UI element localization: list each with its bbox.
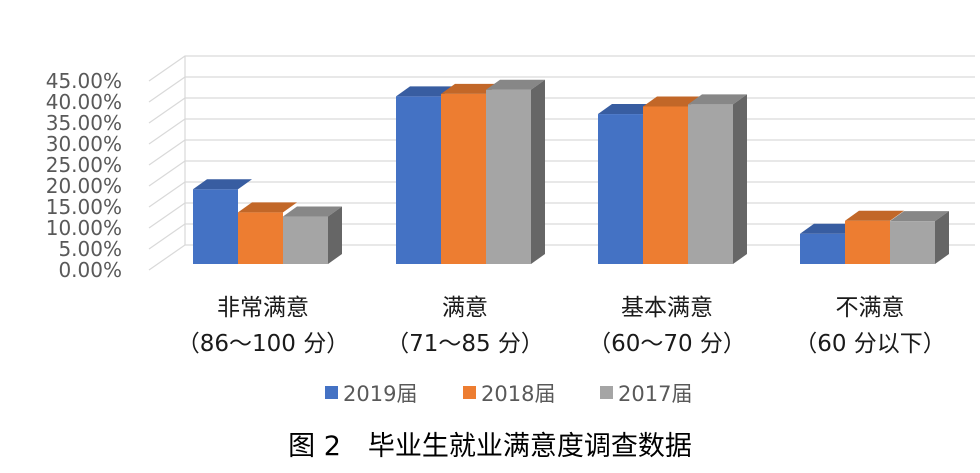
bar-top [643, 96, 702, 107]
bar-top [890, 211, 949, 222]
bar [193, 179, 252, 264]
y-tick-label: 45.00% [46, 69, 122, 93]
legend-swatch [600, 386, 613, 399]
bar-side [531, 79, 545, 264]
bar [598, 104, 657, 264]
bar-top [441, 83, 500, 94]
bar-front [193, 189, 238, 264]
x-axis-categories: 非常满意 （86～100 分） 满意 （71～85 分） 基本满意 （60～70 分） 不满… [177, 295, 946, 357]
y-tick-label: 25.00% [46, 153, 122, 177]
bar-front [845, 220, 890, 264]
bar [890, 211, 949, 264]
bar-top [283, 206, 342, 217]
x-category-label: （60 分以下） [794, 331, 946, 357]
y-tick-label: 30.00% [46, 132, 122, 156]
y-tick-label: 35.00% [46, 111, 122, 135]
bar [688, 94, 747, 265]
legend: 2019届 2018届 2017届 [325, 382, 692, 406]
bar-front [441, 93, 486, 265]
bar-front [283, 216, 328, 264]
bar [441, 83, 500, 265]
bar-front [598, 114, 643, 264]
y-axis-ticks: 0.00%5.00%10.00%15.00%20.00%25.00%30.00%… [46, 69, 122, 282]
legend-label: 2017届 [618, 382, 692, 406]
legend-label: 2018届 [481, 382, 555, 406]
figure-caption: 图 2 毕业生就业满意度调查数据 [288, 431, 692, 462]
bars [193, 79, 949, 265]
bar-front [643, 106, 688, 264]
bar-front [238, 212, 283, 264]
x-category-label: 基本满意 [621, 295, 713, 321]
bar [643, 96, 702, 264]
y-tick-label: 10.00% [46, 216, 122, 240]
bar-side [328, 206, 342, 264]
y-tick-label: 40.00% [46, 90, 122, 114]
x-category-label: （60～70 分） [588, 331, 746, 357]
y-tick-label: 15.00% [46, 195, 122, 219]
bar [800, 223, 859, 264]
bar-front [890, 221, 935, 264]
x-category-label: 满意 [442, 295, 488, 321]
y-tick-label: 5.00% [58, 237, 122, 261]
x-category-label: （86～100 分） [177, 331, 349, 357]
bar-top [845, 210, 904, 221]
bar [486, 79, 545, 264]
bar-front [688, 104, 733, 265]
bar-top [193, 179, 252, 190]
legend-swatch [325, 386, 338, 399]
bar-front [486, 89, 531, 264]
bar-top [688, 94, 747, 105]
bar-top [800, 223, 859, 234]
bar-side [935, 211, 949, 264]
bar-front [396, 96, 441, 264]
bar-top [486, 79, 545, 90]
bar [845, 210, 904, 264]
legend-swatch [463, 386, 476, 399]
bar-side [733, 94, 747, 265]
bar [283, 206, 342, 264]
y-tick-label: 0.00% [58, 258, 122, 282]
gridlines [148, 55, 975, 271]
y-tick-label: 20.00% [46, 174, 122, 198]
bar-top [238, 202, 297, 213]
x-category-label: （71～85 分） [386, 331, 544, 357]
bar-front [800, 233, 845, 264]
legend-label: 2019届 [343, 382, 417, 406]
x-category-label: 不满意 [836, 295, 905, 321]
bar-top [396, 86, 455, 97]
bar-top [598, 104, 657, 115]
bar [396, 86, 455, 264]
bar [238, 202, 297, 264]
x-category-label: 非常满意 [217, 295, 309, 321]
